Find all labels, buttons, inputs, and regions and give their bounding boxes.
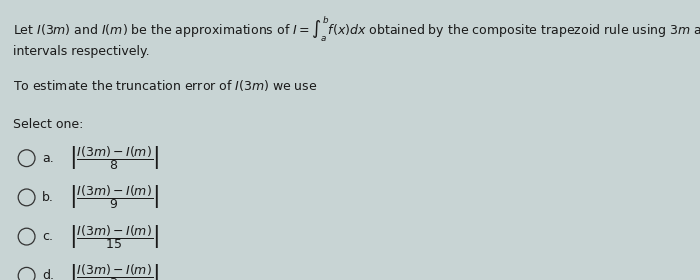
Text: To estimate the truncation error of $\mathit{I}(3m)$ we use: To estimate the truncation error of $\ma…	[13, 78, 317, 94]
Text: $\left|\dfrac{I(3m)-I(m)}{8}\right|$: $\left|\dfrac{I(3m)-I(m)}{8}\right|$	[69, 144, 159, 172]
Text: $\left|\dfrac{I(3m)-I(m)}{15}\right|$: $\left|\dfrac{I(3m)-I(m)}{15}\right|$	[69, 223, 159, 251]
Text: d.: d.	[42, 269, 54, 280]
Text: c.: c.	[42, 230, 53, 243]
Text: a.: a.	[42, 152, 54, 165]
Text: intervals respectively.: intervals respectively.	[13, 45, 149, 58]
Text: Let $\mathit{I}(3m)$ and $\mathit{I}(m)$ be the approximations of $\mathit{I} = : Let $\mathit{I}(3m)$ and $\mathit{I}(m)$…	[13, 14, 700, 43]
Text: $\left|\dfrac{I(3m)-I(m)}{9}\right|$: $\left|\dfrac{I(3m)-I(m)}{9}\right|$	[69, 183, 159, 211]
Text: Select one:: Select one:	[13, 118, 83, 130]
Text: $\left|\dfrac{I(3m)-I(m)}{3}\right|$: $\left|\dfrac{I(3m)-I(m)}{3}\right|$	[69, 262, 159, 280]
Text: b.: b.	[42, 191, 54, 204]
